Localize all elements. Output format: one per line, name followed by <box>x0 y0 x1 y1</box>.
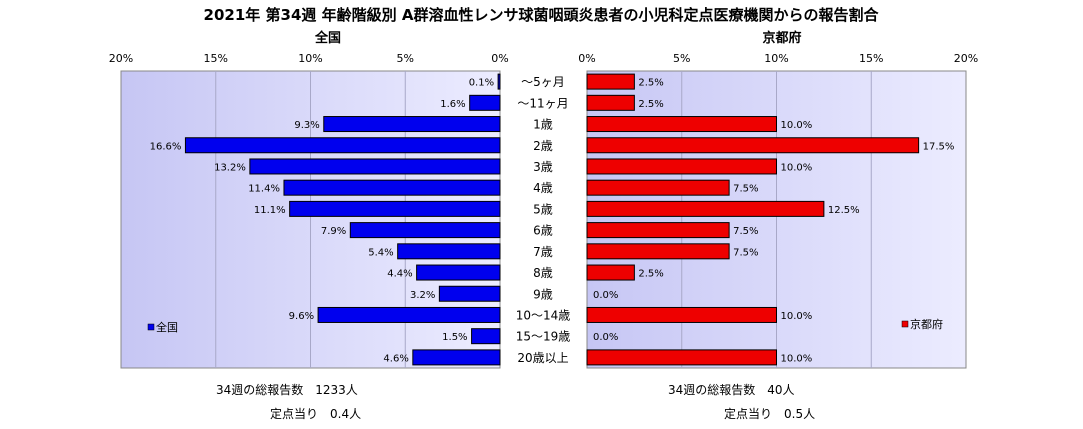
national-data-label: 11.1% <box>254 205 286 216</box>
national-bar <box>438 285 501 302</box>
age-category-label: ～11ヶ月 <box>517 96 568 110</box>
kyoto-data-label: 0.0% <box>593 332 618 343</box>
national-bar <box>469 94 501 111</box>
kyoto-data-label: 12.5% <box>828 205 860 216</box>
kyoto-tick-label: 20% <box>954 52 978 65</box>
kyoto-data-label: 7.5% <box>733 184 758 195</box>
kyoto-tick-label: 0% <box>578 52 595 65</box>
kyoto-bar <box>586 264 635 281</box>
kyoto-data-label: 10.0% <box>781 120 813 131</box>
national-tick-label: 10% <box>298 52 322 65</box>
national-total-text: 34週の総報告数 1233人 <box>216 382 358 397</box>
national-data-label: 0.1% <box>469 78 494 89</box>
national-data-label: 4.4% <box>387 269 412 280</box>
kyoto-bar <box>586 137 920 154</box>
national-data-label: 9.6% <box>289 311 314 322</box>
kyoto-tick-label: 15% <box>859 52 883 65</box>
chart-title: 2021年 第34週 年齢階級別 A群溶血性レンサ球菌咽頭炎患者の小児科定点医療… <box>204 6 880 24</box>
national-bar <box>323 116 501 133</box>
age-category-label: 7歳 <box>533 245 553 259</box>
national-data-label: 1.5% <box>442 332 467 343</box>
national-data-label: 9.3% <box>294 120 319 131</box>
national-per-site-text: 定点当り 0.4人 <box>270 406 361 421</box>
kyoto-data-label: 2.5% <box>638 99 663 110</box>
age-category-label: 9歳 <box>533 287 553 301</box>
national-bar <box>397 243 501 260</box>
national-bar <box>283 179 501 196</box>
kyoto-plot: 0% 5% 10% 15% 20% 2.5% 2.5% 10.0% 17.5% 10.0% 7.5%… <box>578 52 978 369</box>
kyoto-data-label: 10.0% <box>781 353 813 364</box>
national-data-label: 13.2% <box>214 162 246 173</box>
kyoto-bar <box>586 200 825 217</box>
kyoto-bar <box>586 222 730 239</box>
age-labels: ～5ヶ月 ～11ヶ月 1歳 2歳 3歳 4歳 5歳 6歳 7歳 8歳 9歳 10～14歳 15～19歳 2… <box>516 75 571 365</box>
age-category-label: 2歳 <box>533 139 553 153</box>
national-bar <box>184 137 501 154</box>
kyoto-bar <box>586 179 730 196</box>
national-bar <box>497 73 501 90</box>
national-legend-swatch <box>147 323 155 331</box>
age-category-label: 8歳 <box>533 266 553 280</box>
national-legend-label: 全国 <box>156 320 178 334</box>
kyoto-data-label: 0.0% <box>593 290 618 301</box>
kyoto-bar <box>586 306 777 323</box>
kyoto-data-label: 7.5% <box>733 247 758 258</box>
kyoto-data-label: 10.0% <box>781 311 813 322</box>
kyoto-legend-label: 京都府 <box>910 317 943 331</box>
age-category-label: 5歳 <box>533 202 553 216</box>
national-bar <box>249 158 501 175</box>
age-category-label: 15～19歳 <box>516 330 571 344</box>
age-category-label: ～5ヶ月 <box>521 75 565 89</box>
kyoto-legend-swatch <box>901 320 909 328</box>
kyoto-subtitle: 京都府 <box>762 30 801 46</box>
age-category-label: 1歳 <box>533 118 553 132</box>
kyoto-bar <box>586 243 730 260</box>
kyoto-bar <box>586 116 777 133</box>
age-category-label: 10～14歳 <box>516 308 571 322</box>
age-category-label: 3歳 <box>533 160 553 174</box>
kyoto-data-label: 2.5% <box>638 269 663 280</box>
national-tick-label: 15% <box>204 52 228 65</box>
national-bar <box>349 222 501 239</box>
kyoto-total-text: 34週の総報告数 40人 <box>668 382 795 397</box>
national-bar <box>416 264 501 281</box>
kyoto-data-label: 7.5% <box>733 226 758 237</box>
kyoto-data-label: 10.0% <box>781 162 813 173</box>
age-category-label: 6歳 <box>533 224 553 238</box>
kyoto-bar <box>586 94 635 111</box>
national-data-label: 1.6% <box>440 99 465 110</box>
age-category-label: 20歳以上 <box>517 351 568 365</box>
national-tick-label: 5% <box>397 52 414 65</box>
national-legend: 全国 <box>147 320 178 334</box>
kyoto-legend: 京都府 <box>901 317 943 331</box>
national-bar <box>317 306 501 323</box>
national-data-label: 7.9% <box>321 226 346 237</box>
national-tick-label: 20% <box>109 52 133 65</box>
national-bar <box>289 200 501 217</box>
national-data-label: 4.6% <box>383 353 408 364</box>
national-bar <box>412 349 501 366</box>
national-tick-label: 0% <box>491 52 508 65</box>
kyoto-per-site-text: 定点当り 0.5人 <box>724 406 815 421</box>
age-category-label: 4歳 <box>533 181 553 195</box>
kyoto-bar <box>586 73 635 90</box>
kyoto-bar <box>586 349 777 366</box>
kyoto-bar <box>586 158 777 175</box>
kyoto-tick-label: 10% <box>764 52 788 65</box>
kyoto-data-label: 2.5% <box>638 78 663 89</box>
national-plot: 20% 15% 10% 5% 0% 0.1% 1.6% 9.3% 16.6% 13.2%11.4%… <box>109 52 509 369</box>
national-bar <box>471 328 501 345</box>
kyoto-data-label: 17.5% <box>923 141 955 152</box>
national-data-label: 11.4% <box>248 184 280 195</box>
national-data-label: 16.6% <box>150 141 182 152</box>
national-data-label: 5.4% <box>368 247 393 258</box>
national-subtitle: 全国 <box>314 30 341 46</box>
kyoto-tick-label: 5% <box>673 52 690 65</box>
national-data-label: 3.2% <box>410 290 435 301</box>
